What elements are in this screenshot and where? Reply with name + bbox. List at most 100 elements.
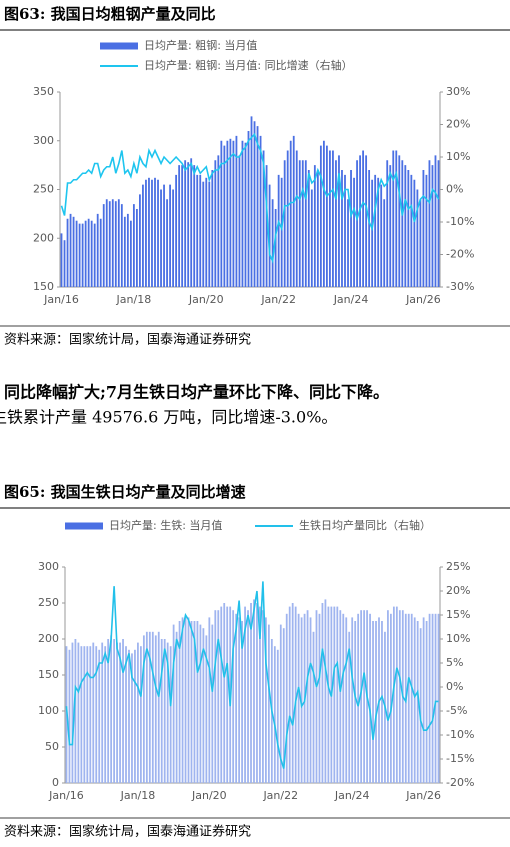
bar [267, 624, 270, 783]
bar [113, 639, 115, 783]
x-tick-label: Jan/22 [262, 789, 298, 802]
y-tick-label: 300 [38, 560, 59, 573]
bar [380, 184, 383, 287]
bar [288, 606, 291, 783]
bar [354, 621, 357, 783]
legend-swatch [100, 42, 138, 50]
bar [300, 617, 303, 783]
bar [169, 646, 172, 783]
bar [214, 160, 217, 287]
bar [416, 189, 419, 287]
y2-tick-label: 0% [446, 680, 463, 693]
bar [387, 610, 389, 783]
bar [369, 613, 371, 783]
bar [202, 181, 205, 287]
bar [285, 613, 288, 783]
bar [256, 126, 259, 287]
line [65, 581, 439, 769]
bar [235, 135, 238, 287]
bar [157, 179, 159, 287]
bar [75, 220, 78, 287]
bar [196, 174, 199, 287]
bar [277, 174, 280, 287]
bar [131, 653, 133, 783]
bar [318, 613, 321, 783]
bar [401, 160, 404, 287]
bar [292, 135, 295, 287]
bar [407, 613, 410, 783]
y2-tick-label: 10% [446, 632, 470, 645]
bar [145, 631, 148, 783]
bar [280, 177, 283, 287]
bar [362, 150, 364, 287]
bar [273, 646, 276, 783]
bar [350, 170, 352, 287]
bar [428, 613, 431, 783]
bar [335, 160, 337, 287]
bar [431, 165, 434, 287]
bar [172, 189, 174, 287]
y2-tick-label: 5% [446, 656, 463, 669]
bar [345, 617, 348, 783]
bar [389, 165, 392, 287]
bar [259, 606, 261, 783]
y-tick-label: 50 [45, 740, 59, 753]
bar [96, 213, 99, 287]
bar [86, 646, 89, 783]
bar [282, 628, 285, 783]
y-tick-label: 200 [38, 632, 59, 645]
bar [348, 631, 351, 783]
bar [416, 621, 419, 783]
bar [101, 642, 104, 783]
bar [205, 177, 208, 287]
y2-tick-label: 20% [446, 118, 470, 131]
bar [60, 233, 63, 287]
y2-tick-label: 30% [446, 85, 470, 98]
bar [166, 199, 168, 287]
bar [279, 624, 282, 783]
bar [356, 160, 358, 287]
bar [83, 646, 86, 783]
x-tick-label: Jan/24 [334, 789, 370, 802]
bar [419, 628, 422, 783]
x-tick-label: Jan/16 [43, 293, 79, 306]
bar [262, 150, 265, 287]
bar [304, 160, 307, 287]
bar [250, 603, 252, 783]
bar [208, 617, 211, 783]
x-tick-label: Jan/16 [48, 789, 84, 802]
bar [398, 155, 401, 287]
bar [241, 140, 244, 287]
bar [151, 631, 154, 783]
bar [268, 184, 271, 287]
legend-label: 日均产量: 粗钢: 当月值: 同比增速（右轴） [144, 58, 353, 72]
bar [117, 199, 120, 287]
bar [265, 165, 268, 287]
bar [386, 160, 389, 287]
bar [78, 223, 81, 287]
bar [126, 213, 129, 287]
bar [193, 165, 196, 287]
bar [294, 606, 297, 783]
bar [437, 160, 440, 287]
bar [232, 140, 235, 287]
bar [193, 621, 196, 783]
bar [214, 610, 217, 783]
y2-tick-label: 25% [446, 560, 470, 573]
bar [262, 610, 264, 783]
bar [184, 160, 187, 287]
bar [286, 150, 289, 287]
y2-tick-label: 15% [446, 608, 470, 621]
bar [407, 170, 410, 287]
bar [235, 613, 238, 783]
bar [111, 199, 114, 287]
bar [374, 174, 377, 287]
bar [208, 181, 211, 287]
bar [205, 635, 208, 783]
bar [395, 150, 398, 287]
bar [172, 624, 175, 783]
bar [413, 179, 416, 287]
bar [71, 642, 74, 783]
bar [139, 194, 141, 287]
bar [390, 613, 392, 783]
